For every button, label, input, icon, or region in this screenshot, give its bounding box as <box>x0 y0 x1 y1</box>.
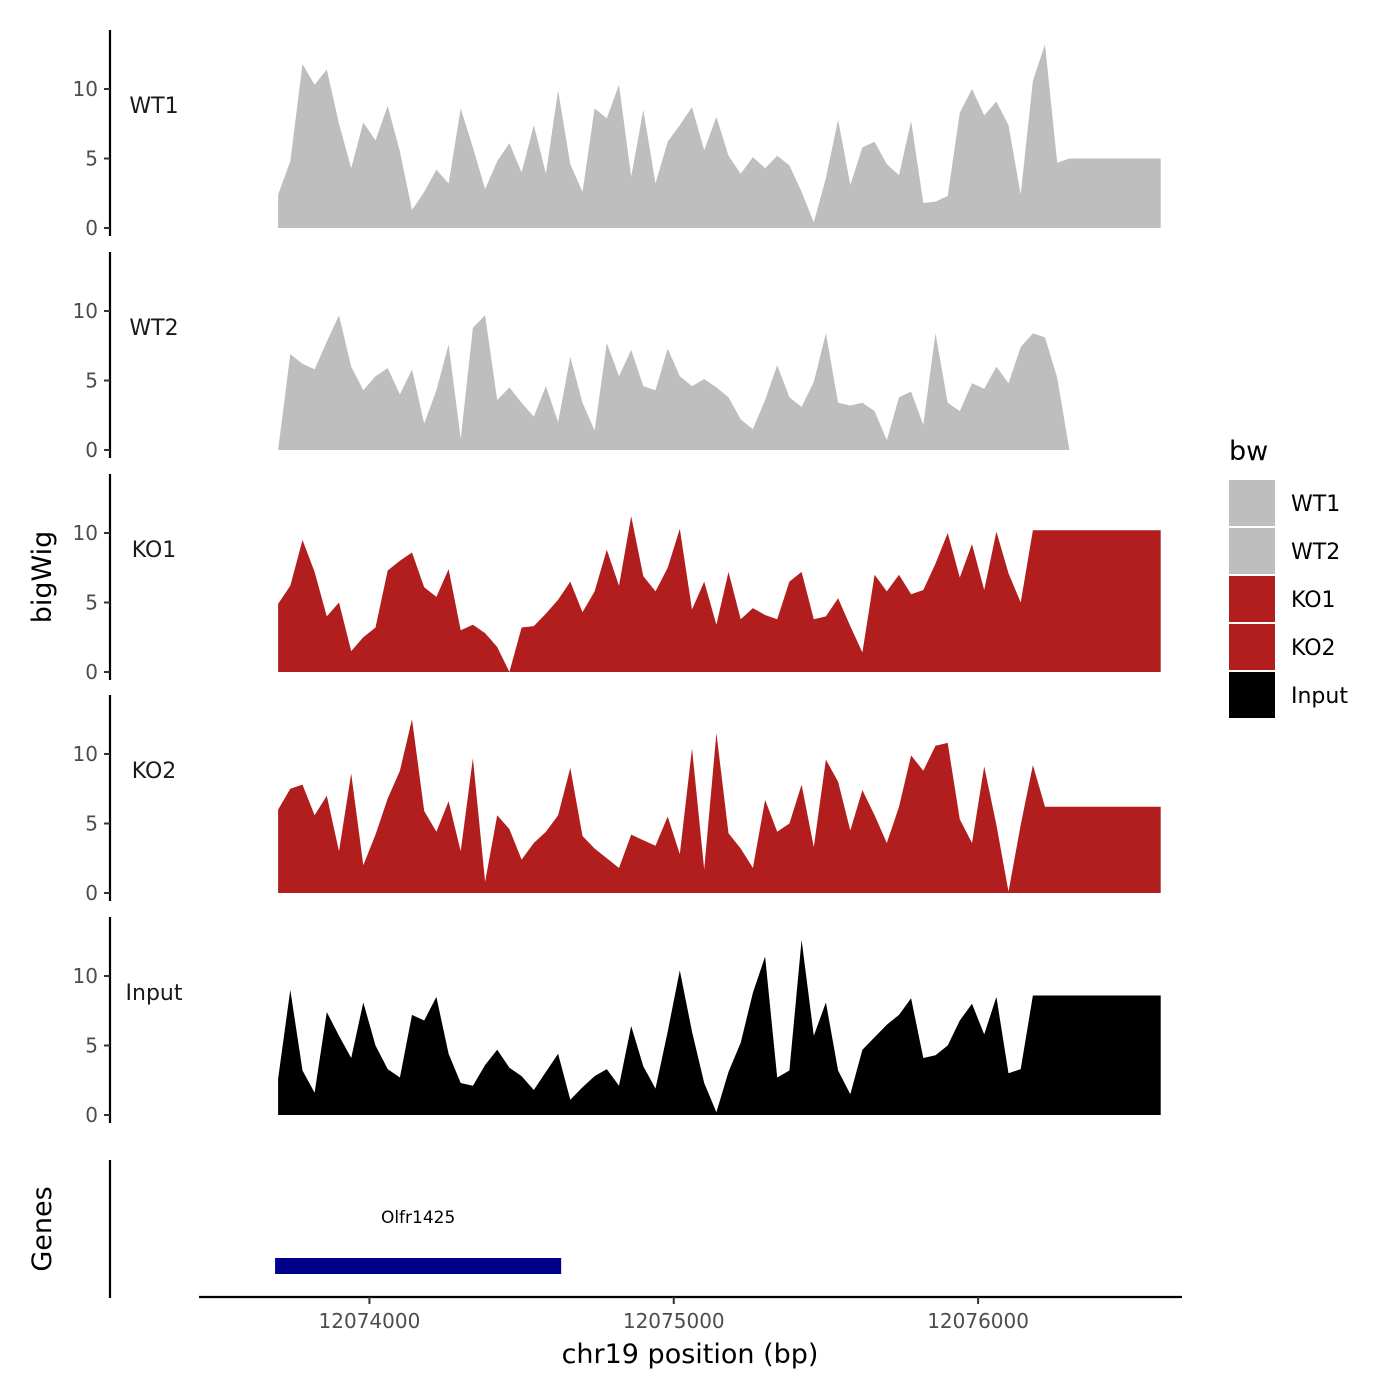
y-tick-label: 5 <box>85 147 98 171</box>
legend-swatch-input <box>1229 672 1275 718</box>
coverage-area-input <box>278 939 1161 1115</box>
y-tick-label: 0 <box>85 1103 98 1127</box>
legend-label-wt2: WT2 <box>1291 540 1340 565</box>
legend-swatch-ko1 <box>1229 576 1275 622</box>
x-tick-label: 12074000 <box>319 1309 421 1333</box>
track-ko2: 0 5 10 KO2 <box>73 695 1161 905</box>
track-input: 0 5 10 Input <box>73 917 1161 1127</box>
coverage-tracks: 0 5 10 WT1 0 5 10 WT2 0 5 10 KO1 0 5 10 KO2 0 5 10 Input <box>73 30 1161 1127</box>
track-label-input: Input <box>126 981 183 1006</box>
coverage-area-wt1 <box>278 44 1161 228</box>
legend-swatch-wt2 <box>1229 528 1275 574</box>
x-tick-label: 12076000 <box>927 1309 1029 1333</box>
legend-label-wt1: WT1 <box>1291 492 1340 517</box>
legend-label-ko2: KO2 <box>1291 636 1336 661</box>
gene-bar <box>275 1258 562 1274</box>
legend: bw WT1 WT2 KO1 KO2 Input <box>1229 436 1348 718</box>
track-label-wt1: WT1 <box>129 94 178 119</box>
legend-swatch-ko2 <box>1229 624 1275 670</box>
y-tick-label: 10 <box>73 964 98 988</box>
legend-title: bw <box>1229 436 1268 467</box>
x-axis: 12074000 12075000 12076000 <box>199 1295 1182 1333</box>
y-tick-label: 0 <box>85 438 98 462</box>
track-label-ko1: KO1 <box>132 538 177 563</box>
y-tick-label: 5 <box>85 812 98 836</box>
coverage-area-ko2 <box>278 719 1161 893</box>
x-axis-title: chr19 position (bp) <box>562 1339 819 1370</box>
track-ko1: 0 5 10 KO1 <box>73 474 1161 684</box>
y-tick-label: 0 <box>85 216 98 240</box>
y-tick-label: 10 <box>73 77 98 101</box>
genes-track: Olfr1425 <box>108 1160 562 1298</box>
track-label-wt2: WT2 <box>129 316 178 341</box>
x-tick-label: 12075000 <box>623 1309 725 1333</box>
coverage-area-wt2 <box>278 315 1161 450</box>
y-tick-label: 10 <box>73 521 98 545</box>
legend-label-ko1: KO1 <box>1291 588 1336 613</box>
legend-label-input: Input <box>1291 684 1348 709</box>
track-wt2: 0 5 10 WT2 <box>73 252 1161 462</box>
y-tick-label: 10 <box>73 742 98 766</box>
y-axis-title: bigWig <box>27 531 58 624</box>
coverage-area-ko1 <box>278 516 1161 672</box>
y-tick-label: 5 <box>85 369 98 393</box>
y-tick-label: 0 <box>85 881 98 905</box>
legend-swatch-wt1 <box>1229 480 1275 526</box>
y-tick-label: 5 <box>85 591 98 615</box>
gene-label: Olfr1425 <box>381 1208 455 1228</box>
y-tick-label: 0 <box>85 660 98 684</box>
y-tick-label: 10 <box>73 299 98 323</box>
track-label-ko2: KO2 <box>132 759 177 784</box>
genes-axis-title: Genes <box>27 1186 58 1271</box>
track-wt1: 0 5 10 WT1 <box>73 30 1161 240</box>
y-tick-label: 5 <box>85 1034 98 1058</box>
